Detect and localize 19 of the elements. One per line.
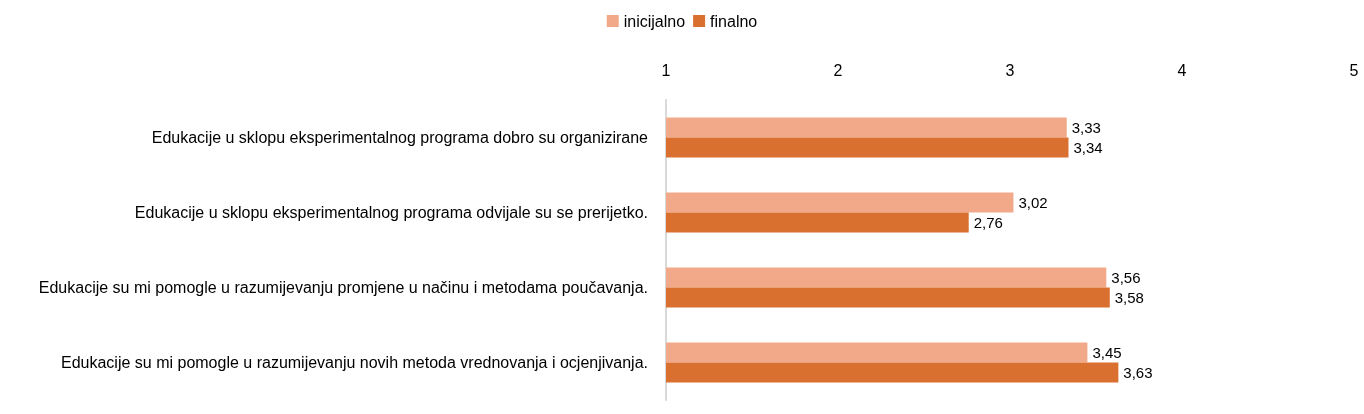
x-tick-label: 5 xyxy=(1349,61,1359,79)
x-tick-label: 4 xyxy=(1177,61,1187,79)
y-tick-label: Edukacije su mi pomogle u razumijevanju novih metoda vrednovanja i ocjenjivanja. xyxy=(61,354,648,371)
data-label: 3,45 xyxy=(1092,344,1122,361)
data-label: 3,34 xyxy=(1073,139,1103,156)
data-label: 3,63 xyxy=(1123,364,1153,381)
y-tick-label: Edukacije u sklopu eksperimentalnog programa dobro su organizirane xyxy=(151,129,649,146)
y-tick-label: Edukacije su mi pomogle u razumijevanju promjene u načinu i metodama poučavanja. xyxy=(38,279,648,296)
data-label: 3,33 xyxy=(1071,119,1101,136)
data-label: 3,02 xyxy=(1018,194,1048,211)
y-tick-label: Edukacije u sklopu eksperimentalnog programa odvijale su se prerijetko. xyxy=(134,204,648,221)
data-label: 3,58 xyxy=(1114,289,1144,306)
legend-label: finalno xyxy=(710,12,758,30)
x-tick-label: 2 xyxy=(833,61,843,79)
x-tick-label: 3 xyxy=(1005,61,1015,79)
data-label: 2,76 xyxy=(973,214,1003,231)
x-tick-label: 1 xyxy=(661,61,671,79)
legend-label: inicijalno xyxy=(623,12,686,30)
data-label: 3,56 xyxy=(1111,269,1141,286)
